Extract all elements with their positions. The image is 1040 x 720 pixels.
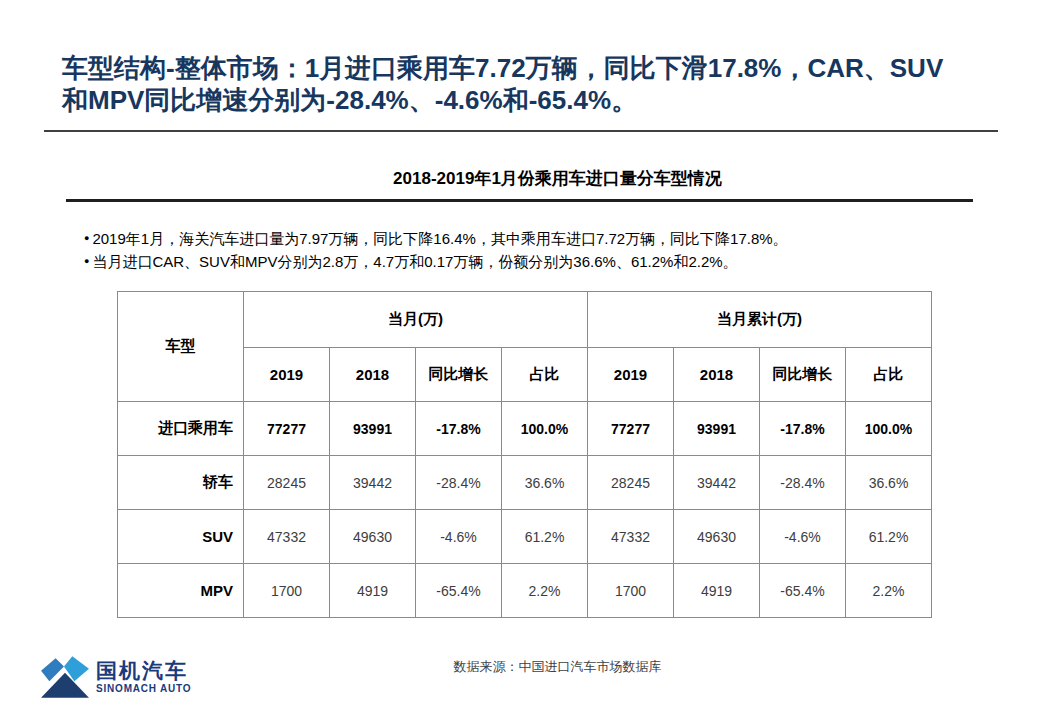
table-cell: 61.2%	[502, 510, 588, 564]
table-cell: 4919	[674, 564, 760, 618]
table-header-cell: 2018	[330, 348, 416, 402]
table-header-cell: 占比	[502, 348, 588, 402]
table-header-cell: 2018	[674, 348, 760, 402]
table-cell: 28245	[588, 456, 674, 510]
table-cell: 2.2%	[502, 564, 588, 618]
table-cell: 77277	[244, 402, 330, 456]
page-title: 车型结构-整体市场：1月进口乘用车7.72万辆，同比下滑17.8%，CAR、SU…	[62, 52, 1022, 116]
table-header-cell: 同比增长	[760, 348, 846, 402]
bullet-icon: ●	[84, 250, 89, 273]
table-cell: 4919	[330, 564, 416, 618]
table-cell: 61.2%	[846, 510, 932, 564]
table-cell: 93991	[330, 402, 416, 456]
bullet-item: ● 当月进口CAR、SUV和MPV分别为2.8万，4.7万和0.17万辆，份额分…	[84, 250, 984, 273]
table-header-cell: 2019	[588, 348, 674, 402]
table-caption: 2018-2019年1月份乘用车进口量分车型情况	[105, 167, 1010, 190]
logo-name-en: SINOMACH AUTO	[96, 683, 191, 695]
table-cell: 49630	[674, 510, 760, 564]
import-volume-table: 车型 当月(万) 当月累计(万) 2019 2018 同比增长 占比 2019 …	[117, 291, 932, 618]
bullet-icon: ●	[84, 227, 89, 250]
bullet-text: 当月进口CAR、SUV和MPV分别为2.8万，4.7万和0.17万辆，份额分别为…	[92, 250, 737, 273]
table-header-vehicle-type: 车型	[118, 292, 244, 402]
table-group-header-row: 车型 当月(万) 当月累计(万)	[118, 292, 932, 348]
table-header-cell: 占比	[846, 348, 932, 402]
section-divider	[66, 199, 973, 202]
logo-name-cn: 国机汽车	[96, 659, 191, 683]
table-header-cell: 2019	[244, 348, 330, 402]
sinomach-logo: 国机汽车 SINOMACH AUTO	[40, 654, 191, 700]
table-cell: -65.4%	[416, 564, 502, 618]
table-cell: 100.0%	[846, 402, 932, 456]
table-cell: 28245	[244, 456, 330, 510]
table-cell: -28.4%	[760, 456, 846, 510]
data-source-note: 数据来源：中国进口汽车市场数据库	[105, 658, 1010, 676]
page-title-line-1: 车型结构-整体市场：1月进口乘用车7.72万辆，同比下滑17.8%，CAR、SU…	[62, 52, 1022, 84]
table-cell: -4.6%	[416, 510, 502, 564]
sinomach-logo-icon	[40, 654, 90, 700]
table-cell: 47332	[588, 510, 674, 564]
table-cell: 39442	[330, 456, 416, 510]
table-cell: 1700	[244, 564, 330, 618]
row-label: 轿车	[118, 456, 244, 510]
table-cell: -17.8%	[416, 402, 502, 456]
table-cell: 2.2%	[846, 564, 932, 618]
table-cell: 1700	[588, 564, 674, 618]
table-cell: 36.6%	[846, 456, 932, 510]
row-label: 进口乘用车	[118, 402, 244, 456]
table-cell: 36.6%	[502, 456, 588, 510]
row-label: SUV	[118, 510, 244, 564]
table-cell: 77277	[588, 402, 674, 456]
table-cell: 100.0%	[502, 402, 588, 456]
table-row: MPV 1700 4919 -65.4% 2.2% 1700 4919 -65.…	[118, 564, 932, 618]
table-cell: -65.4%	[760, 564, 846, 618]
title-divider	[44, 130, 998, 132]
table-cell: 47332	[244, 510, 330, 564]
table-cell: -17.8%	[760, 402, 846, 456]
table-cell: 39442	[674, 456, 760, 510]
table-cell: 49630	[330, 510, 416, 564]
table-row: SUV 47332 49630 -4.6% 61.2% 47332 49630 …	[118, 510, 932, 564]
row-label: MPV	[118, 564, 244, 618]
table-cell: 93991	[674, 402, 760, 456]
page-title-line-2: 和MPV同比增速分别为-28.4%、-4.6%和-65.4%。	[62, 84, 1022, 116]
table-cell: -28.4%	[416, 456, 502, 510]
summary-bullets: ● 2019年1月，海关汽车进口量为7.97万辆，同比下降16.4%，其中乘用车…	[84, 227, 984, 273]
col-group-cumulative: 当月累计(万)	[588, 292, 932, 348]
col-group-monthly: 当月(万)	[244, 292, 588, 348]
table-header-cell: 同比增长	[416, 348, 502, 402]
table-cell: -4.6%	[760, 510, 846, 564]
bullet-item: ● 2019年1月，海关汽车进口量为7.97万辆，同比下降16.4%，其中乘用车…	[84, 227, 984, 250]
table-row: 进口乘用车 77277 93991 -17.8% 100.0% 77277 93…	[118, 402, 932, 456]
logo-text: 国机汽车 SINOMACH AUTO	[96, 659, 191, 695]
bullet-text: 2019年1月，海关汽车进口量为7.97万辆，同比下降16.4%，其中乘用车进口…	[92, 227, 787, 250]
slide: 车型结构-整体市场：1月进口乘用车7.72万辆，同比下滑17.8%，CAR、SU…	[0, 0, 1040, 720]
table-row: 轿车 28245 39442 -28.4% 36.6% 28245 39442 …	[118, 456, 932, 510]
